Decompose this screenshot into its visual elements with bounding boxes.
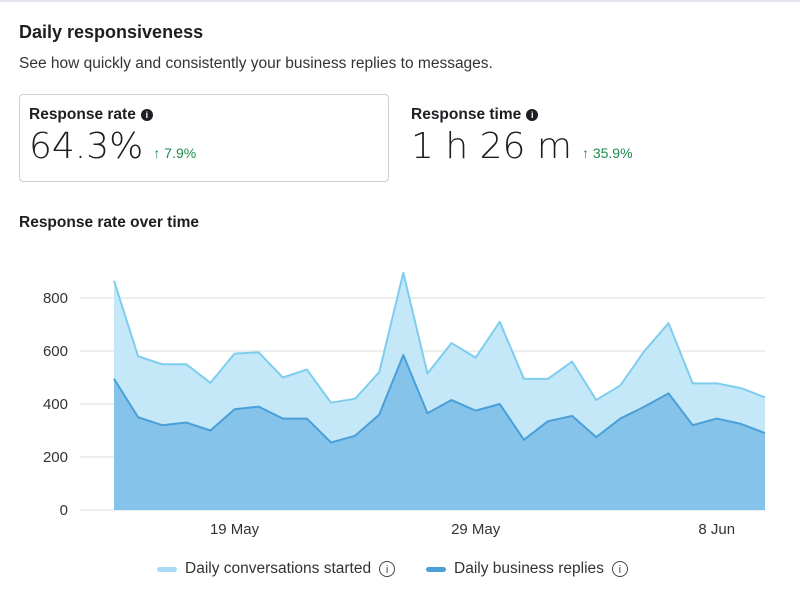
legend-label: Daily business replies xyxy=(454,560,604,577)
y-tick-label: 600 xyxy=(43,343,68,360)
y-tick-label: 400 xyxy=(43,396,68,413)
x-tick-label: 19 May xyxy=(210,521,260,538)
info-icon[interactable]: i xyxy=(611,561,628,577)
info-icon[interactable]: i xyxy=(526,109,539,121)
legend-swatch xyxy=(157,566,177,572)
response-time-metric: Response time i 1 h 26 m ↑ 35.9% xyxy=(411,106,633,167)
info-icon[interactable]: i xyxy=(379,561,396,577)
response-time-value: 1 h 26 m xyxy=(411,126,572,167)
response-time-delta: ↑ 35.9% xyxy=(581,145,633,161)
y-tick-label: 0 xyxy=(60,502,68,519)
x-tick-label: 8 Jun xyxy=(698,521,735,538)
line-replies xyxy=(113,353,766,444)
page-subtitle: See how quickly and consistently your bu… xyxy=(19,55,493,72)
response-rate-value: 64.3% xyxy=(29,126,144,167)
legend-swatch xyxy=(426,566,446,572)
y-tick-label: 200 xyxy=(43,449,68,466)
chart-title: Response rate over time xyxy=(19,214,200,231)
area-chart: 0 200 400 600 800 19 May 29 May 8 Jun xyxy=(43,271,766,538)
line-conversations xyxy=(113,271,766,404)
legend-replies[interactable]: Daily business replies i xyxy=(426,560,628,578)
area-replies xyxy=(114,354,765,510)
info-icon[interactable]: i xyxy=(140,109,153,121)
response-rate-card xyxy=(19,94,389,182)
response-rate-label: Response rate xyxy=(29,106,136,123)
legend-conversations[interactable]: Daily conversations started i xyxy=(157,560,396,578)
response-time-label: Response time xyxy=(411,106,522,123)
legend-label: Daily conversations started xyxy=(185,560,372,577)
y-tick-label: 800 xyxy=(43,290,68,307)
page-title: Daily responsiveness xyxy=(19,22,204,42)
x-tick-label: 29 May xyxy=(451,521,501,538)
response-rate-metric: Response rate i 64.3% ↑ 7.9% xyxy=(29,106,196,167)
response-rate-delta: ↑ 7.9% xyxy=(153,145,197,161)
